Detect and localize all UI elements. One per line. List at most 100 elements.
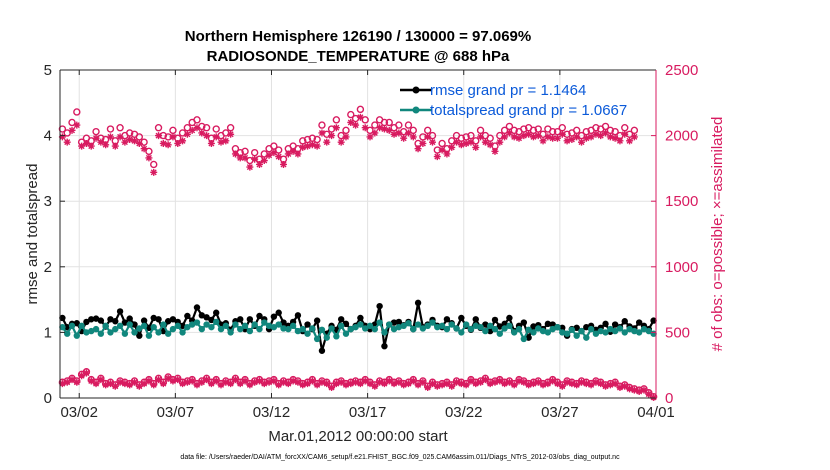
- obs-assimilated-marker: [106, 380, 114, 388]
- data-point: [362, 325, 369, 332]
- data-point: [313, 317, 321, 324]
- obs-assimilated-marker: [390, 130, 398, 138]
- obs-possible-marker: [385, 118, 393, 127]
- obs-assimilated-marker: [602, 129, 610, 137]
- obs-possible-marker: [332, 116, 341, 124]
- obs-assimilated-marker: [472, 143, 480, 151]
- data-point: [73, 320, 81, 327]
- data-point: [73, 332, 81, 339]
- obs-assimilated-marker: [212, 133, 220, 141]
- obs-assimilated-marker: [265, 378, 273, 386]
- obs-possible-marker: [308, 134, 317, 142]
- data-point: [107, 316, 114, 323]
- data-point: [107, 329, 114, 336]
- data-point: [390, 319, 398, 326]
- chart-title: Northern Hemisphere 126190 / 130000 = 97…: [185, 28, 531, 45]
- obs-assimilated-marker: [606, 381, 614, 389]
- data-point: [126, 315, 133, 322]
- data-point: [155, 329, 162, 336]
- obs-assimilated-marker: [404, 129, 412, 137]
- data-point: [174, 322, 181, 330]
- obs-assimilated-marker: [82, 139, 90, 147]
- obs-assimilated-marker: [150, 381, 158, 389]
- data-point: [635, 329, 643, 336]
- obs-assimilated-marker: [78, 142, 86, 150]
- obs-assimilated-marker: [457, 141, 465, 149]
- obs-assimilated-marker: [328, 384, 336, 392]
- obs-assimilated-marker: [260, 380, 268, 388]
- obs-assimilated-marker: [212, 377, 220, 385]
- obs-assimilated-marker: [592, 378, 600, 386]
- data-point: [126, 321, 133, 328]
- obs-assimilated-marker: [131, 378, 138, 386]
- data-point: [270, 313, 278, 320]
- data-point: [116, 308, 124, 315]
- data-point: [429, 319, 436, 326]
- obs-assimilated-marker: [376, 378, 384, 386]
- obs-assimilated-marker: [159, 380, 167, 388]
- y-axis-label: rmse and totalspread: [24, 164, 41, 305]
- obs-assimilated-marker: [582, 134, 590, 142]
- obs-assimilated-marker: [510, 381, 518, 389]
- obs-assimilated-marker: [414, 145, 422, 153]
- legend-rmse-marker: [412, 86, 420, 94]
- obs-possible-marker: [601, 122, 610, 131]
- data-point: [145, 324, 153, 332]
- x-axis-label: Mar.01,2012 00:00:00 start: [268, 428, 448, 445]
- data-point: [289, 322, 297, 330]
- obs-assimilated-marker: [549, 134, 557, 142]
- data-point: [83, 329, 90, 336]
- obs-possible-marker: [467, 131, 475, 140]
- obs-assimilated-marker: [111, 142, 119, 150]
- data-point: [342, 320, 350, 328]
- obs-possible-marker: [582, 127, 591, 136]
- obs-assimilated-marker: [150, 168, 158, 176]
- data-point: [184, 312, 191, 320]
- obs-assimilated-marker: [510, 133, 518, 141]
- data-point: [366, 322, 374, 330]
- data-point: [602, 320, 609, 328]
- obs-assimilated-marker: [82, 369, 90, 377]
- obs-assimilated-marker: [126, 381, 134, 389]
- data-point: [443, 316, 451, 323]
- obs-assimilated-marker: [630, 386, 638, 394]
- obs-assimilated-marker: [236, 154, 244, 162]
- data-point: [318, 347, 326, 354]
- obs-possible-marker: [611, 127, 619, 136]
- data-point: [213, 309, 220, 316]
- obs-assimilated-marker: [453, 378, 461, 386]
- obs-assimilated-marker: [602, 382, 610, 390]
- obs-assimilated-marker: [486, 141, 494, 149]
- data-point: [357, 321, 364, 328]
- axes: [59, 69, 657, 399]
- y-tick-label: 2: [44, 259, 52, 276]
- data-point: [635, 319, 643, 326]
- obs-assimilated-marker: [145, 154, 153, 162]
- obs-assimilated-marker: [563, 378, 571, 386]
- y2-tick-label: 2000: [665, 128, 698, 145]
- obs-assimilated-marker: [140, 380, 148, 388]
- obs-assimilated-marker: [289, 377, 297, 385]
- obs-assimilated-marker: [73, 378, 81, 386]
- obs-assimilated-marker: [635, 387, 643, 395]
- obs-assimilated-marker: [400, 381, 408, 389]
- data-point: [347, 325, 354, 333]
- obs-assimilated-marker: [352, 121, 360, 129]
- obs-assimilated-marker: [472, 380, 480, 388]
- obs-possible-marker: [621, 124, 629, 132]
- obs-assimilated-marker: [135, 382, 143, 390]
- obs-assimilated-marker: [63, 138, 71, 146]
- obs-assimilated-marker: [385, 377, 393, 385]
- data-point: [535, 325, 542, 332]
- data-point: [304, 330, 311, 337]
- obs-assimilated-marker: [92, 134, 100, 142]
- obs-assimilated-marker: [539, 137, 547, 145]
- obs-assimilated-marker: [284, 150, 292, 158]
- obs-possible-marker: [347, 110, 355, 119]
- obs-assimilated-marker: [169, 377, 177, 385]
- data-point: [121, 319, 129, 326]
- obs-possible-marker: [270, 142, 278, 150]
- data-point: [337, 322, 345, 330]
- data-point: [241, 322, 249, 330]
- data-point: [112, 325, 119, 333]
